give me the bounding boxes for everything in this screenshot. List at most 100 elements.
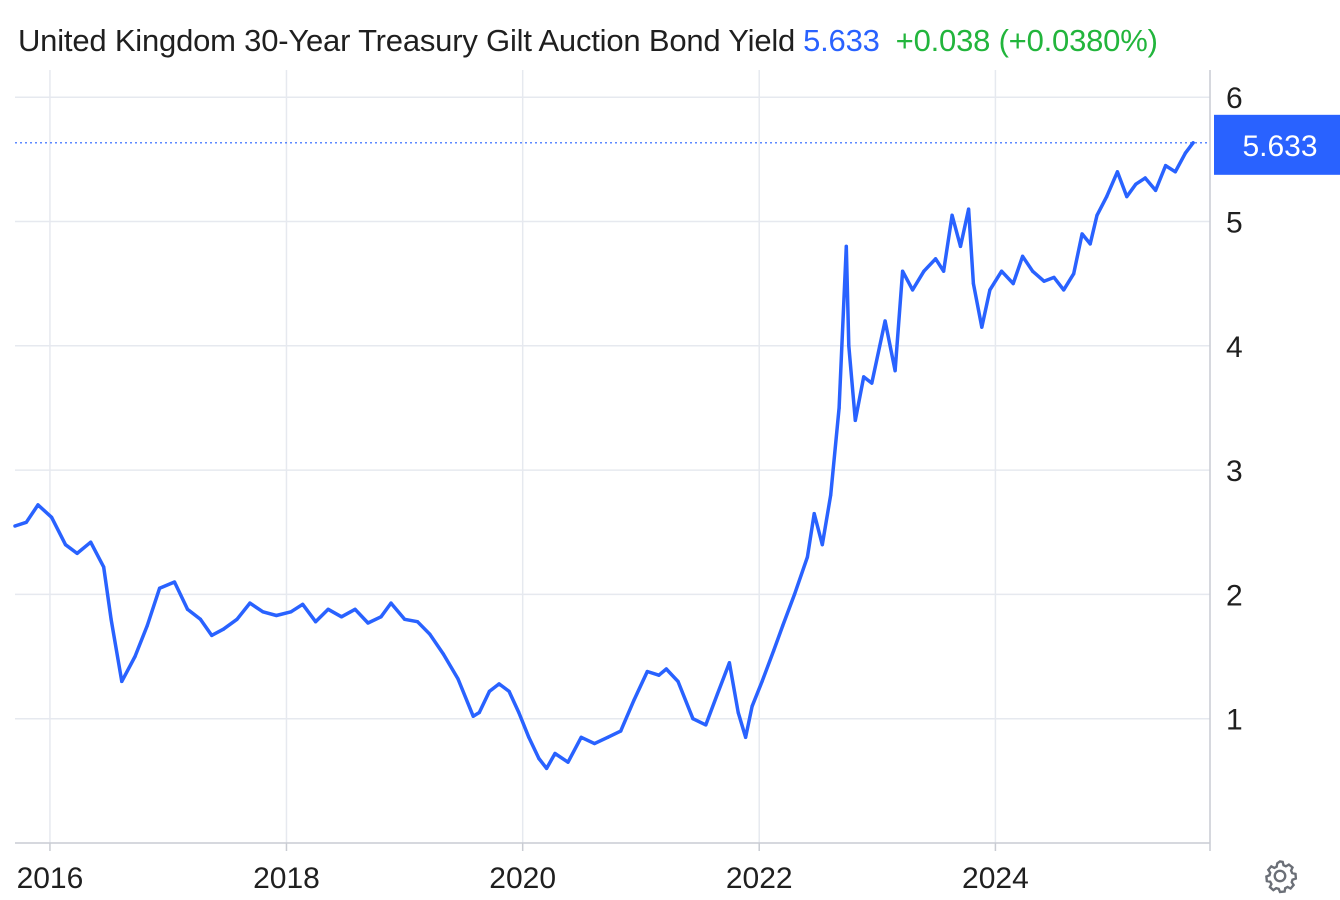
- data-point: [1164, 163, 1168, 168]
- data-point: [1105, 195, 1109, 199]
- data-point: [760, 679, 764, 684]
- data-point: [1115, 170, 1120, 174]
- data-point: [736, 710, 740, 715]
- data-point: [456, 677, 460, 681]
- data-point: [744, 735, 748, 739]
- data-point: [950, 213, 954, 217]
- data-point: [870, 381, 874, 385]
- data-point: [36, 503, 40, 507]
- data-point: [837, 406, 841, 410]
- data-point: [63, 543, 68, 547]
- data-point: [691, 717, 695, 721]
- data-point: [1143, 176, 1147, 180]
- y-axis: 1 2 3 4 5 6: [1209, 70, 1243, 851]
- data-point: [820, 543, 824, 547]
- data-point: [606, 735, 610, 739]
- last-price-label: 5.633: [1242, 130, 1317, 163]
- data-point: [289, 610, 293, 614]
- data-point: [812, 512, 816, 516]
- data-point: [999, 269, 1004, 273]
- data-point: [792, 592, 797, 597]
- data-point: [619, 729, 623, 733]
- data-point: [210, 633, 214, 638]
- data-point: [980, 325, 984, 329]
- data-point: [527, 735, 531, 739]
- data-point: [933, 257, 938, 261]
- data-point: [339, 615, 344, 619]
- y-tick-label: 3: [1226, 455, 1243, 488]
- data-point: [185, 607, 190, 611]
- data-point: [966, 207, 971, 211]
- data-point: [893, 369, 897, 373]
- y-tick-label: 4: [1226, 331, 1243, 364]
- data-point: [727, 661, 732, 665]
- data-point: [1052, 275, 1056, 280]
- grid: [15, 70, 1210, 843]
- data-point: [145, 623, 149, 628]
- gear-icon-graphic: [1265, 860, 1298, 894]
- data-point: [1080, 232, 1084, 236]
- data-point: [883, 319, 887, 323]
- data-point: [235, 617, 239, 621]
- data-point: [847, 344, 851, 348]
- data-point: [221, 627, 225, 631]
- data-point: [326, 607, 330, 611]
- data-point: [274, 613, 279, 618]
- x-axis: 2016 2018 2020 2022 2024: [15, 842, 1210, 895]
- data-point: [750, 704, 754, 708]
- data-point: [1134, 182, 1138, 186]
- data-point: [844, 244, 848, 248]
- change-value: +0.038 (+0.0380%): [895, 23, 1158, 58]
- data-point: [862, 375, 866, 379]
- data-point: [772, 648, 776, 652]
- data-point: [75, 551, 79, 555]
- data-point: [1183, 151, 1187, 155]
- data-point: [592, 741, 597, 746]
- data-point: [988, 288, 992, 292]
- data-point: [402, 617, 407, 621]
- last-value: 5.633: [803, 23, 880, 58]
- data-point: [198, 617, 203, 621]
- data-point: [389, 601, 393, 605]
- data-point: [1153, 188, 1158, 193]
- data-point: [900, 269, 905, 273]
- gear-icon[interactable]: [1261, 857, 1299, 895]
- data-point: [471, 714, 475, 718]
- data-point: [1042, 279, 1046, 283]
- data-point: [428, 632, 432, 636]
- data-point: [379, 615, 383, 619]
- data-point: [676, 679, 680, 684]
- data-point: [942, 269, 946, 273]
- data-point: [1072, 272, 1076, 276]
- data-point: [1031, 269, 1035, 273]
- data-point: [248, 601, 252, 605]
- data-point: [301, 602, 305, 606]
- data-point: [517, 710, 521, 715]
- x-tick-label: 2018: [253, 862, 320, 895]
- data-point: [497, 682, 501, 686]
- data-point: [1173, 170, 1177, 174]
- data-point: [441, 652, 446, 656]
- data-point: [922, 269, 926, 273]
- data-point: [715, 692, 720, 696]
- data-point: [313, 620, 318, 624]
- data-point: [1011, 282, 1015, 286]
- data-point: [172, 580, 177, 584]
- data-point: [120, 679, 124, 684]
- data-point: [958, 244, 963, 248]
- data-point: [657, 673, 661, 677]
- data-point: [133, 654, 137, 659]
- chart-title: United Kingdom 30-Year Treasury Gilt Auc…: [18, 23, 796, 58]
- data-point: [805, 555, 810, 559]
- y-tick-label: 5: [1226, 207, 1243, 240]
- y-tick-label: 2: [1226, 579, 1243, 612]
- data-point: [89, 540, 93, 544]
- data-point: [1125, 195, 1129, 199]
- data-point: [579, 735, 583, 739]
- data-point: [353, 607, 357, 611]
- data-point: [415, 620, 420, 624]
- x-tick-label: 2016: [17, 862, 84, 895]
- data-point: [49, 515, 54, 519]
- data-point: [910, 288, 915, 292]
